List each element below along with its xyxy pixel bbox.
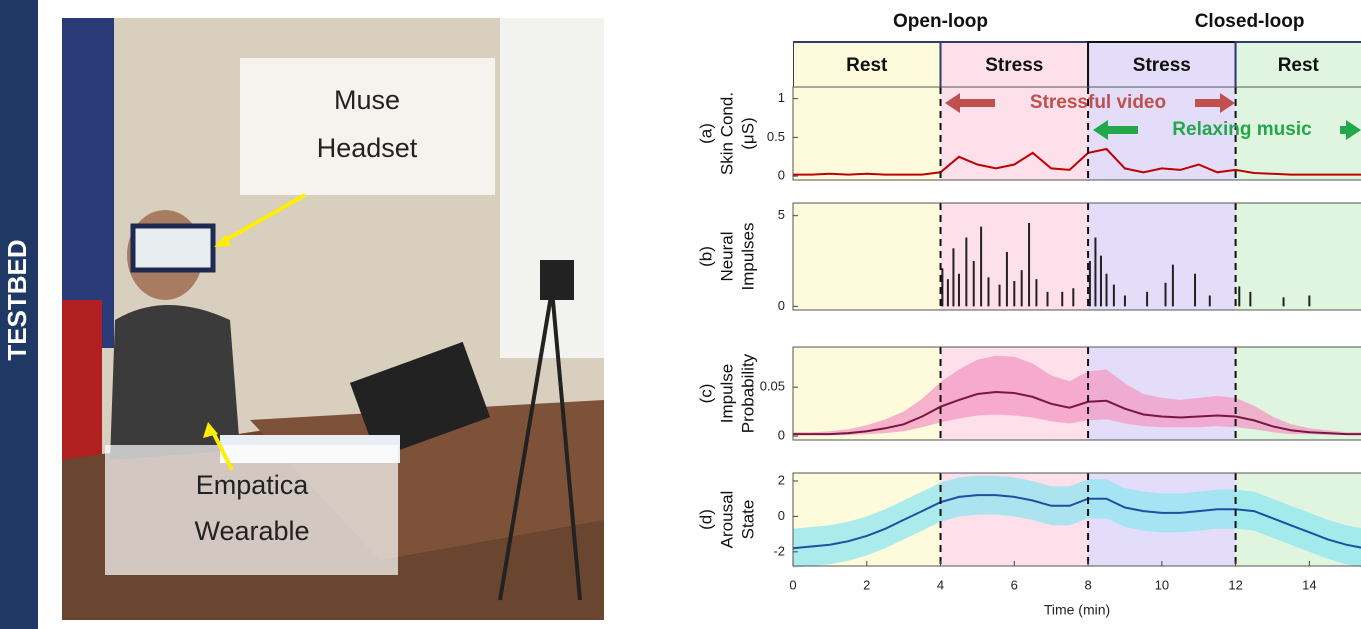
- photo-label: Muse: [334, 85, 400, 115]
- y-tick-label: 1: [778, 90, 785, 105]
- y-axis-label: (c): [696, 384, 715, 404]
- loop-label: Open-loop: [893, 11, 988, 32]
- photo-label: Empatica: [196, 470, 310, 500]
- phase-label: Rest: [1278, 55, 1320, 76]
- slide: TESTBED Muse Headset Empatica Wearable R…: [0, 0, 1361, 629]
- phase-band: [793, 203, 941, 310]
- x-tick-label: 8: [1084, 577, 1091, 592]
- y-axis-label: Arousal: [717, 491, 736, 549]
- y-tick-label: 0: [778, 168, 785, 183]
- x-tick-label: 12: [1228, 577, 1242, 592]
- y-tick-label: 0.5: [767, 129, 785, 144]
- phase-label: Stress: [985, 55, 1043, 76]
- y-axis-label: (a): [696, 123, 715, 144]
- y-axis-label: Neural: [717, 231, 736, 281]
- phase-band: [793, 87, 941, 180]
- x-tick-label: 6: [1011, 577, 1018, 592]
- arrow-label: Stressful video: [1030, 92, 1166, 113]
- x-tick-label: 2: [863, 577, 870, 592]
- y-tick-label: 2: [778, 472, 785, 487]
- phase-label: Rest: [846, 55, 888, 76]
- arrow-label: Relaxing music: [1172, 119, 1312, 140]
- y-tick-label: 0.05: [760, 379, 785, 394]
- x-tick-label: 14: [1302, 577, 1316, 592]
- y-axis-label: (b): [696, 246, 715, 267]
- y-axis-label: Impulses: [738, 222, 757, 290]
- y-axis-label: Skin Cond.: [717, 92, 736, 175]
- y-tick-label: 0: [778, 298, 785, 313]
- phase-band: [1236, 203, 1361, 310]
- y-tick-label: 5: [778, 207, 785, 222]
- photo-label: Headset: [317, 133, 418, 163]
- y-axis-label: (d): [696, 509, 715, 530]
- y-tick-label: 0: [778, 428, 785, 443]
- y-axis-label: Impulse: [717, 364, 736, 424]
- photo-label: Wearable: [194, 516, 309, 546]
- y-axis-label: Probability: [738, 353, 757, 433]
- phase-label: Stress: [1133, 55, 1191, 76]
- side-title: TESTBED: [2, 239, 32, 360]
- x-tick-label: 4: [937, 577, 944, 592]
- y-axis-label: (μS): [738, 117, 757, 149]
- y-tick-label: 0: [778, 508, 785, 523]
- y-tick-label: -2: [773, 543, 785, 558]
- x-tick-label: 0: [789, 577, 796, 592]
- loop-label: Closed-loop: [1195, 11, 1305, 32]
- phase-band: [1088, 203, 1236, 310]
- page: TESTBED Muse Headset Empatica Wearable R…: [0, 0, 1361, 629]
- figure: Rest Stress Stress Rest Open-loop Closed-loop…: [696, 11, 1361, 592]
- x-axis-label: Time (min): [1044, 602, 1110, 618]
- y-axis-label: State: [738, 500, 757, 540]
- x-tick-label: 10: [1155, 577, 1169, 592]
